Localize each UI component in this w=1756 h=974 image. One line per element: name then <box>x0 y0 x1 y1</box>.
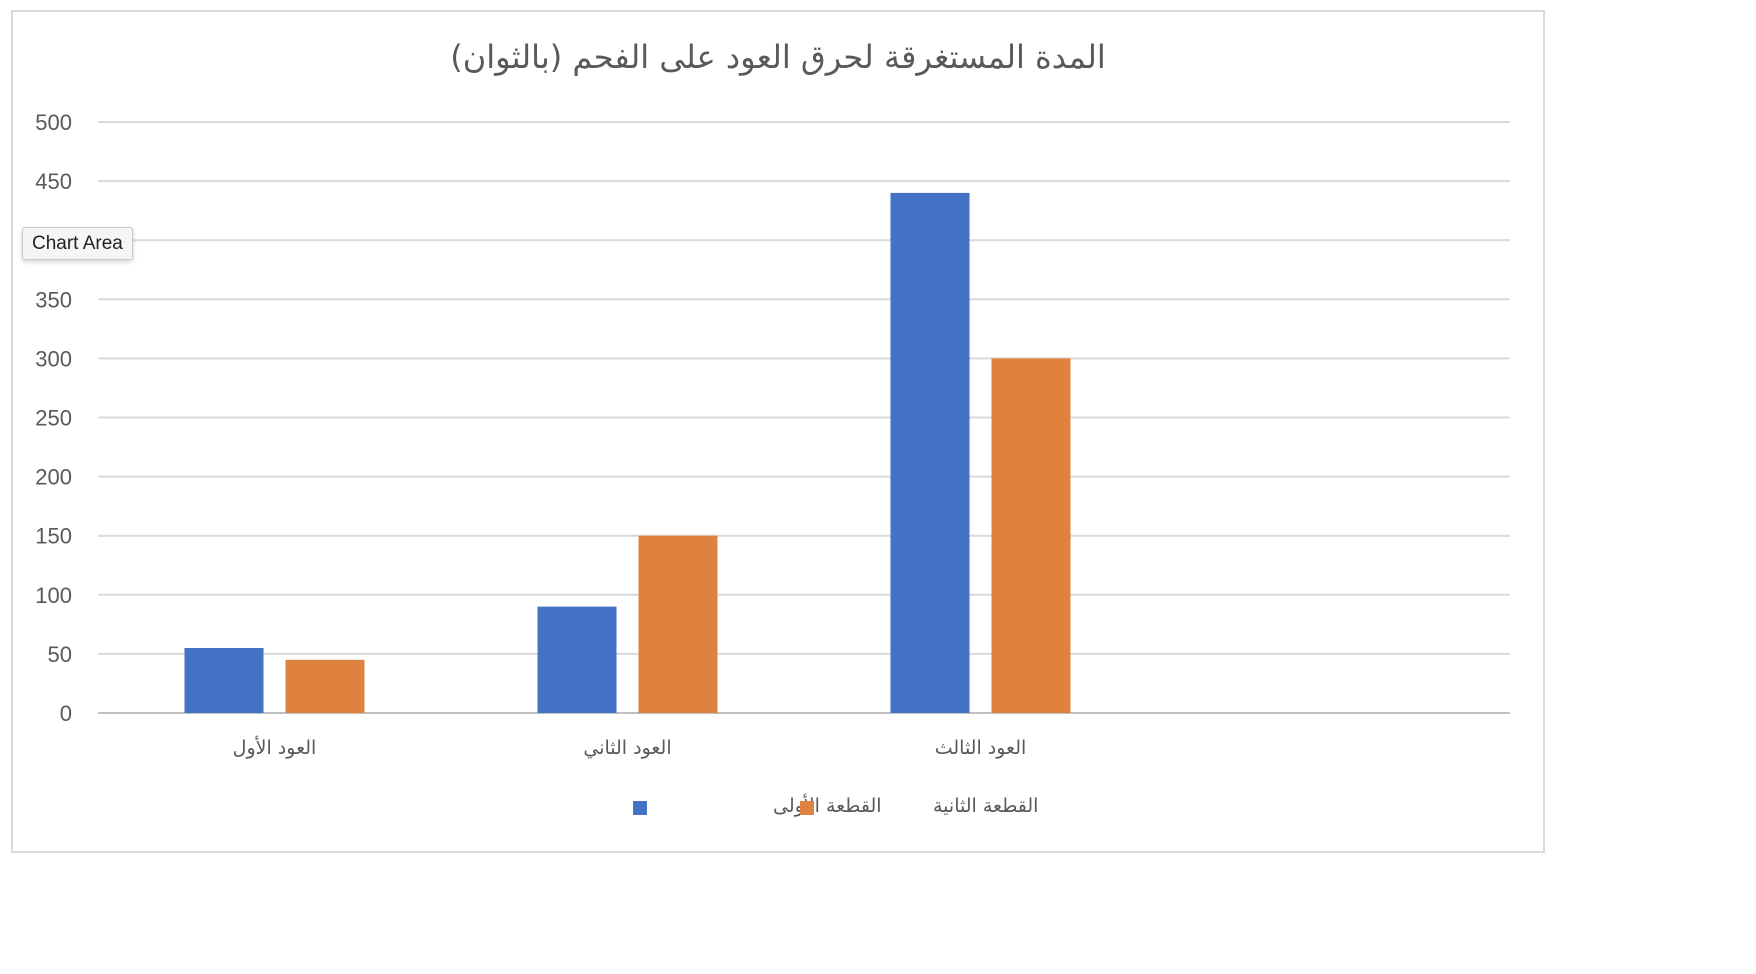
bar-1-1[interactable] <box>185 648 264 713</box>
y-tick-label: 250 <box>35 406 72 431</box>
legend-swatch-2 <box>800 801 814 815</box>
bar-1-2[interactable] <box>538 607 617 713</box>
x-category-label: العود الأول <box>233 736 317 759</box>
gridlines <box>98 122 1510 713</box>
y-tick-label: 100 <box>35 583 72 608</box>
y-tick-label: 0 <box>60 701 72 726</box>
y-tick-label: 200 <box>35 465 72 490</box>
y-tick-label: 300 <box>35 346 72 371</box>
y-tick-label: 50 <box>48 642 72 667</box>
y-axis-ticks: 050100150200250300350400450500 <box>35 110 72 726</box>
bar-2-1[interactable] <box>286 660 365 713</box>
legend-swatch-1 <box>633 801 647 815</box>
x-category-label: العود الثاني <box>583 737 671 759</box>
x-axis-categories: العود الأول العود الثاني العود الثالث <box>233 736 1027 759</box>
y-tick-label: 150 <box>35 524 72 549</box>
legend-label-1: القطعة الأولى <box>773 794 882 817</box>
bar-1-3[interactable] <box>891 193 970 713</box>
y-tick-label: 350 <box>35 287 72 312</box>
bar-2-3[interactable] <box>992 358 1071 713</box>
bar-2-2[interactable] <box>639 536 718 713</box>
legend-label-2: القطعة الثانية <box>933 795 1038 817</box>
legend: القطعة الأولى القطعة الثانية <box>633 794 1038 817</box>
y-tick-label: 450 <box>35 169 72 194</box>
x-category-label: العود الثالث <box>935 737 1027 759</box>
chart-title: المدة المستغرقة لحرق العود على الفحم (با… <box>450 38 1105 76</box>
bars <box>185 193 1071 713</box>
y-tick-label: 500 <box>35 110 72 135</box>
chart-area-tooltip: Chart Area <box>22 227 133 260</box>
